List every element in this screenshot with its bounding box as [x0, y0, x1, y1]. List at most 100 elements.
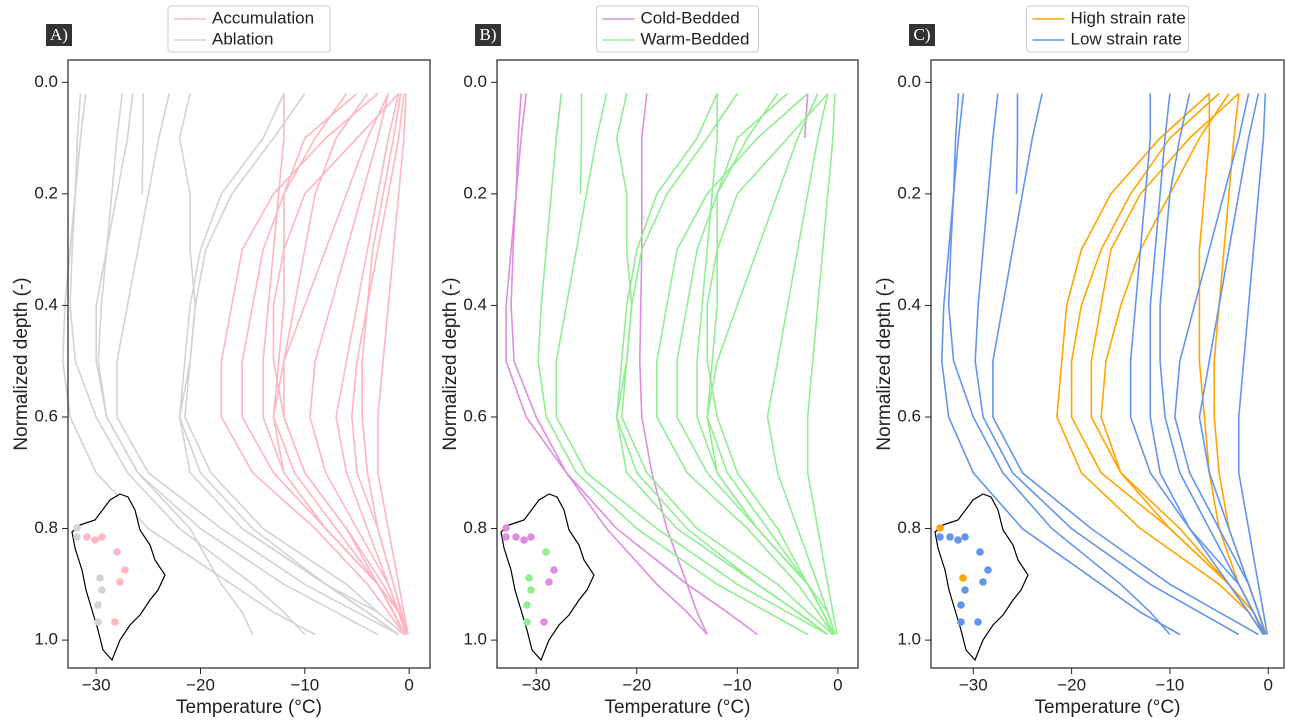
site-dot [121, 566, 129, 574]
legend-label: Cold-Bedded [641, 8, 740, 27]
x-tick-label: −20 [622, 675, 651, 694]
profile-line [97, 93, 379, 636]
profile-line [241, 527, 405, 636]
legend-box [167, 5, 331, 53]
profile-line [766, 93, 836, 635]
site-dot [96, 574, 104, 582]
profile-line [974, 93, 1240, 636]
site-dot [542, 548, 550, 556]
legend-label: Ablation [212, 29, 273, 48]
profile-line [183, 93, 405, 636]
profile-line [116, 93, 400, 636]
inset-map [71, 493, 166, 661]
panel-label-box [46, 24, 72, 46]
legend-label: Accumulation [212, 8, 314, 27]
panel-label: B) [480, 25, 497, 44]
site-dot [523, 618, 531, 626]
site-dot [959, 574, 967, 582]
site-dot [523, 601, 531, 609]
profile-line [615, 93, 829, 636]
site-dot [961, 586, 969, 594]
profile-line [537, 93, 809, 636]
x-tick-label: −30 [522, 675, 551, 694]
profile-line [947, 93, 1171, 636]
profile-line [555, 93, 829, 636]
profile-line [178, 93, 400, 636]
site-dot [946, 533, 954, 541]
x-axis-label: Temperature (°C) [176, 697, 322, 718]
site-dot [936, 524, 944, 532]
y-axis-label: Normalized depth (-) [11, 277, 32, 450]
inset-map [934, 493, 1029, 661]
legend-label: Low strain rate [1071, 29, 1183, 48]
profile-line [1056, 92, 1265, 635]
site-dot [976, 548, 984, 556]
site-dot [527, 586, 535, 594]
x-tick-label: 0 [833, 675, 842, 694]
profile-line [706, 93, 836, 635]
greenland-outline [500, 493, 595, 661]
y-tick-label: 1.0 [463, 630, 487, 649]
panel-label-box [475, 24, 501, 46]
site-dot [113, 548, 121, 556]
profile-line [656, 92, 834, 635]
y-axis-label: Normalized depth (-) [440, 277, 461, 450]
profile-line [309, 93, 407, 635]
profile-line [505, 93, 708, 636]
x-tick-label: −10 [290, 675, 319, 694]
site-dot [111, 618, 119, 626]
y-tick-label: 0.4 [897, 295, 921, 314]
y-tick-label: 1.0 [897, 630, 921, 649]
legend-label: Warm-Bedded [641, 29, 750, 48]
site-dot [957, 618, 965, 626]
site-dot [961, 533, 969, 541]
y-tick-label: 0.4 [463, 295, 487, 314]
profile-line [1159, 93, 1266, 635]
panel-label: C) [914, 25, 931, 44]
x-tick-label: −20 [186, 675, 215, 694]
y-tick-label: 0.8 [34, 518, 58, 537]
profile-line [638, 93, 708, 635]
profile-line [241, 93, 406, 635]
panel: −30 −20 −10 0 0.0 0.2 0.4 0.6 0.8 1.0 Temperature … [874, 5, 1285, 718]
y-tick-label: 0.8 [897, 518, 921, 537]
site-dot [936, 533, 944, 541]
x-tick-label: −10 [1156, 675, 1185, 694]
x-axis-label: Temperature (°C) [605, 697, 751, 718]
y-tick-label: 0.6 [463, 406, 487, 425]
panel: −30 −20 −10 0 0.0 0.2 0.4 0.6 0.8 1.0 Temperature … [440, 5, 859, 718]
profile-line [69, 93, 306, 636]
y-tick-label: 0.0 [34, 72, 58, 91]
profile-line [803, 93, 809, 139]
site-dot [502, 524, 510, 532]
x-axis-label: Temperature (°C) [1035, 697, 1181, 718]
profile-line [676, 93, 835, 635]
profile-line [1149, 93, 1265, 635]
profile-line [1174, 93, 1267, 635]
profile-line [141, 93, 144, 194]
y-tick-label: 0.0 [463, 72, 487, 91]
site-dot [73, 524, 81, 532]
site-dot [83, 533, 91, 541]
profile-line [579, 93, 583, 194]
profile-line [806, 93, 838, 635]
profile-line [283, 93, 407, 635]
y-tick-label: 0.2 [34, 183, 58, 202]
x-tick-label: −20 [1057, 675, 1086, 694]
x-tick-label: 0 [404, 675, 413, 694]
panel-label-box [909, 24, 935, 46]
plot-frame [496, 59, 859, 669]
site-dot [91, 536, 99, 544]
site-dot [545, 578, 553, 586]
site-dot [98, 533, 106, 541]
x-tick-label: −10 [723, 675, 752, 694]
y-tick-label: 0.6 [34, 406, 58, 425]
site-dot [525, 574, 533, 582]
legend-box [1026, 5, 1189, 53]
greenland-outline [71, 493, 166, 661]
y-tick-label: 0.0 [897, 72, 921, 91]
legend-box [596, 5, 759, 53]
x-tick-label: −30 [82, 675, 111, 694]
site-dot [73, 533, 81, 541]
plot-frame [67, 59, 431, 669]
